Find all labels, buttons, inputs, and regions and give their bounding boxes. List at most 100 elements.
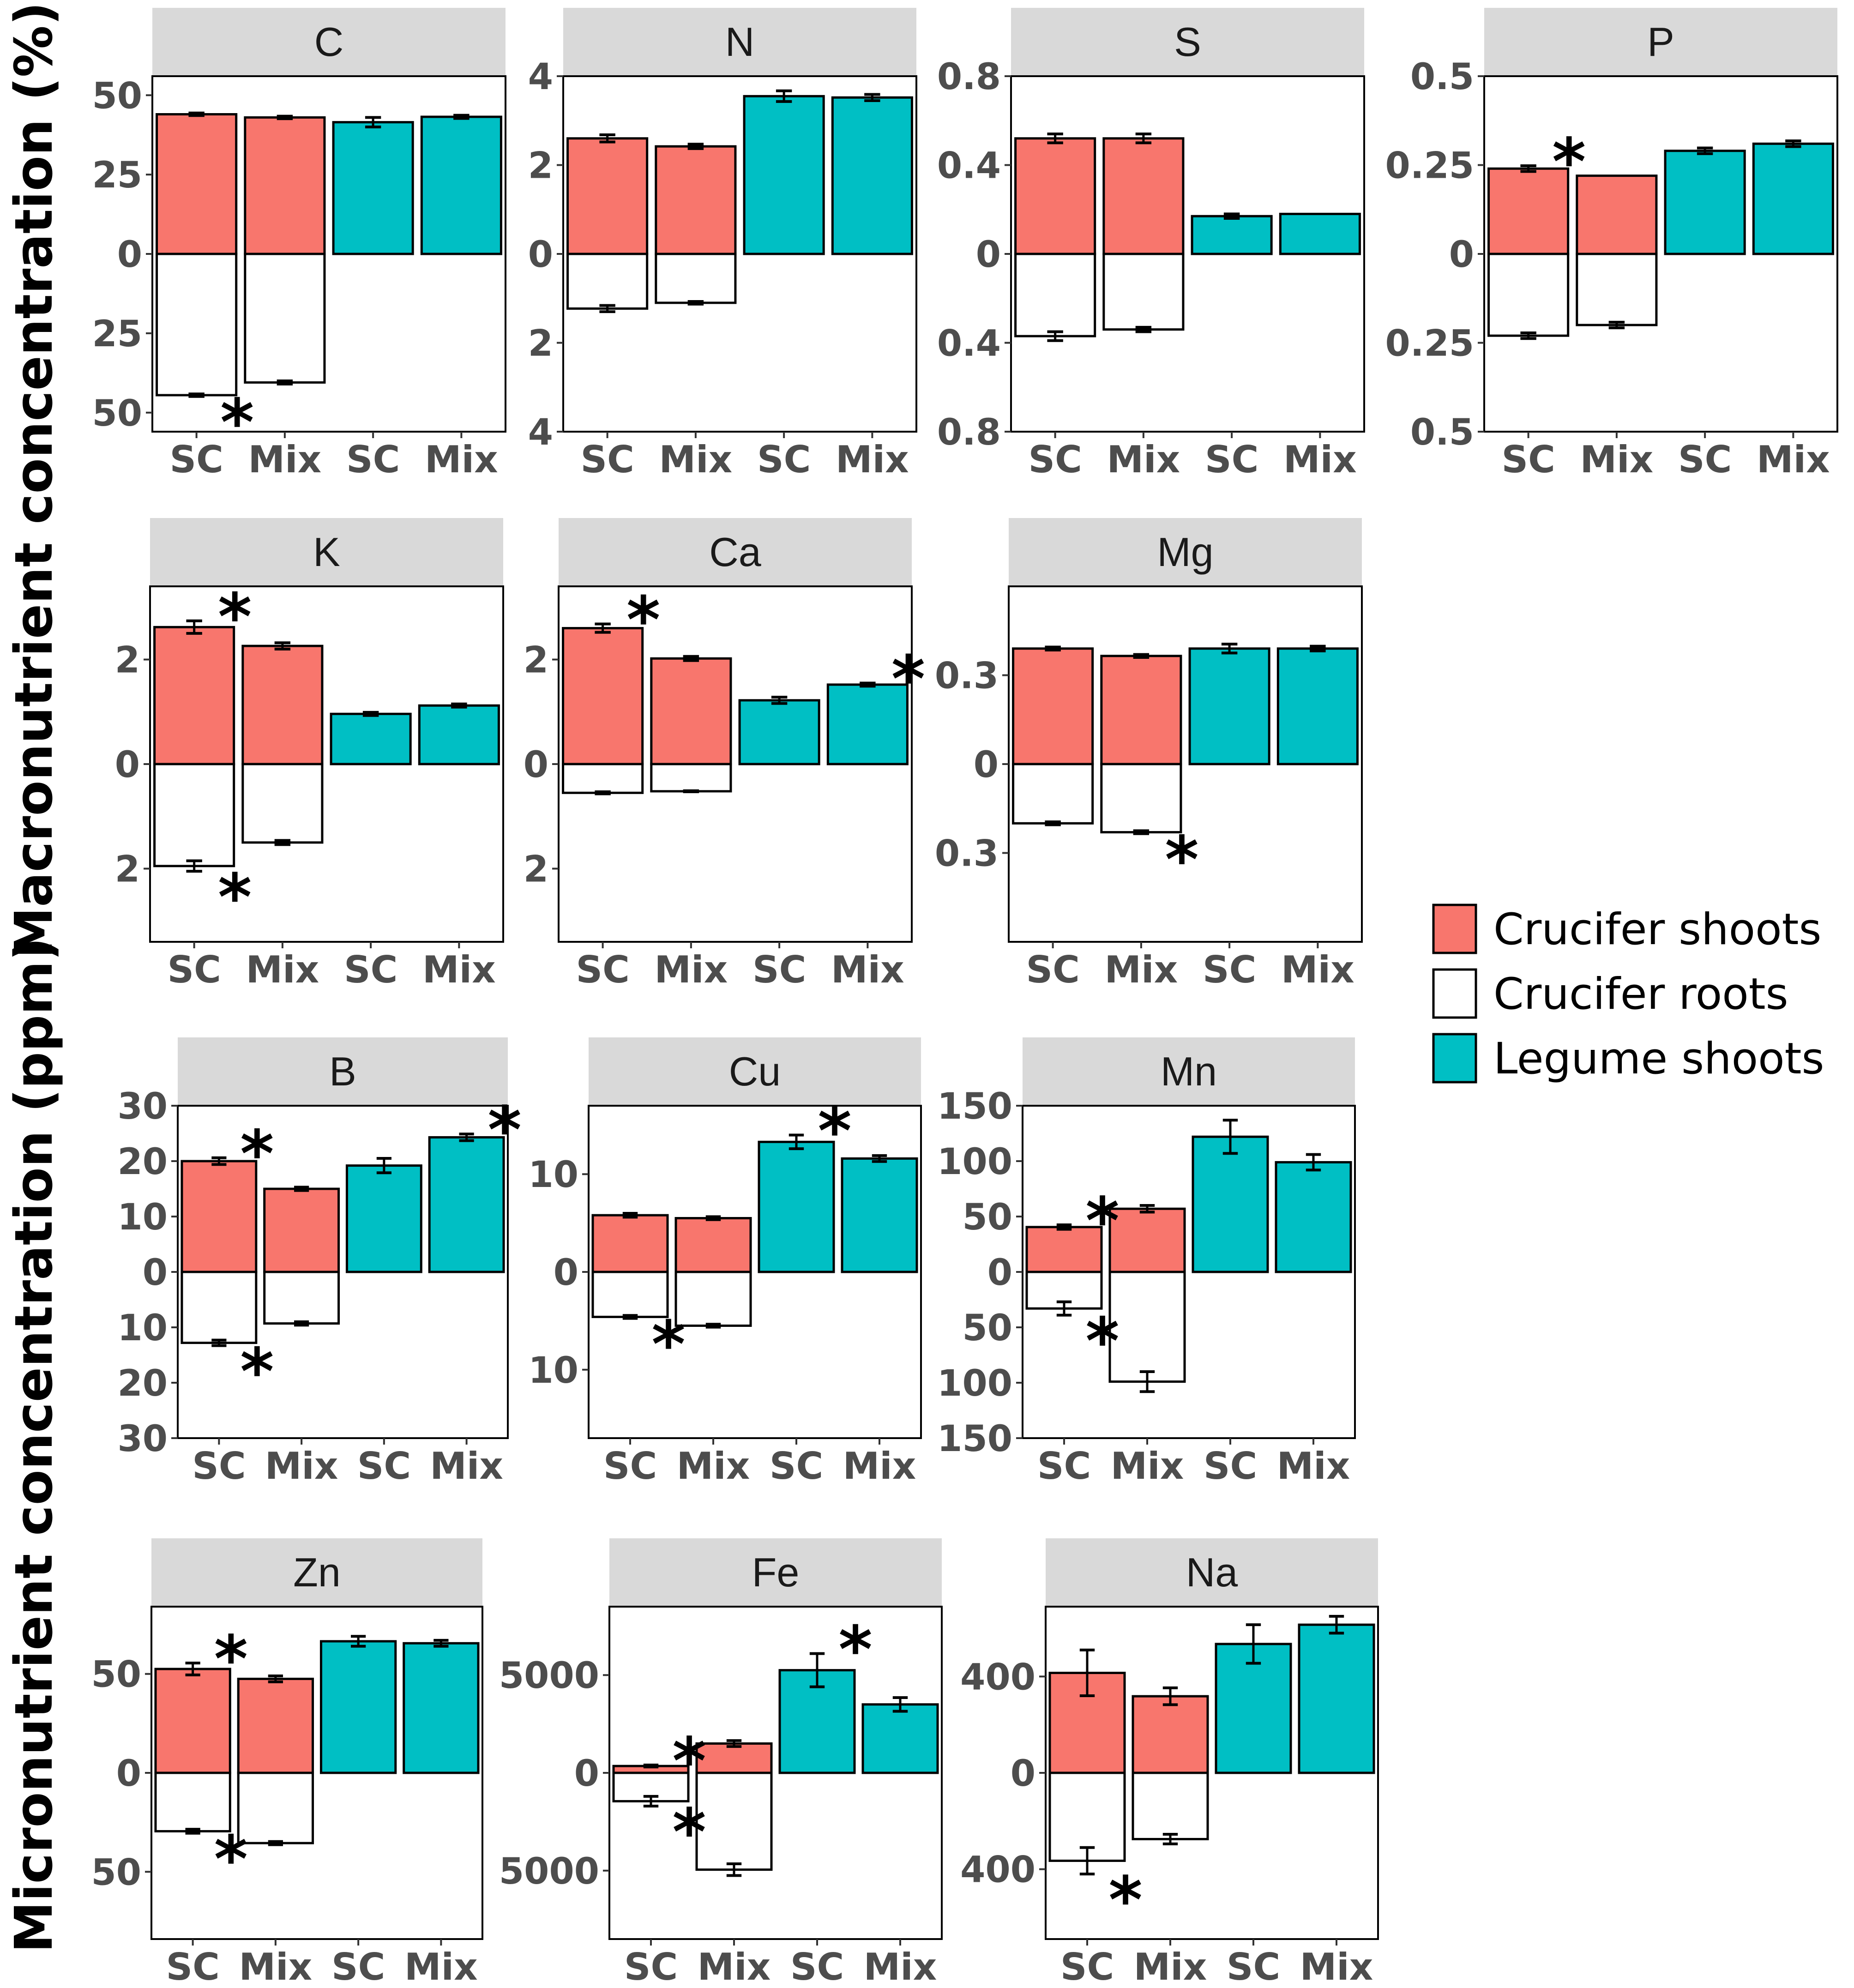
y-tick-label: 0 bbox=[115, 744, 140, 786]
legume-shoot-bar-mix bbox=[831, 96, 913, 255]
crucifer-root-bar-mix bbox=[1108, 1271, 1186, 1383]
y-axis-label-micro: Micronutrient concentration (ppm) bbox=[4, 937, 64, 1953]
significance-star: * bbox=[672, 1724, 706, 1799]
strip-title: Ca bbox=[709, 529, 761, 575]
y-tick-label: 25 bbox=[92, 155, 142, 196]
significance-star: * bbox=[240, 1117, 274, 1192]
crucifer-root-bar-sc bbox=[1487, 253, 1570, 337]
x-tick-label-mix: Mix bbox=[425, 438, 498, 481]
y-tick-label: 0.4 bbox=[937, 323, 1001, 365]
x-tick-label-sc: SC bbox=[752, 948, 806, 991]
y-tick-label: 100 bbox=[937, 1363, 1012, 1404]
legume-shoot-bar-sc bbox=[332, 121, 414, 255]
panel-C: C * 50 25 0 25 50 SC Mix SC Mix bbox=[92, 8, 506, 481]
legend-label-crucifer-shoots: Crucifer shoots bbox=[1493, 904, 1822, 955]
legume-shoot-bar-sc bbox=[1192, 1135, 1269, 1273]
x-tick-label-sc: SC bbox=[169, 438, 223, 481]
strip-title: Zn bbox=[293, 1549, 341, 1595]
x-tick-label-sc: SC bbox=[331, 1946, 385, 1988]
y-tick-label: 0.5 bbox=[1410, 56, 1474, 98]
x-tick-label-sc: SC bbox=[167, 948, 221, 991]
x-tick-label-sc: SC bbox=[357, 1445, 411, 1488]
significance-star: * bbox=[1085, 1304, 1119, 1380]
significance-star: * bbox=[488, 1093, 521, 1168]
crucifer-root-bar-mix bbox=[695, 1771, 773, 1871]
significance-star: * bbox=[891, 642, 925, 717]
x-tick-label-mix: Mix bbox=[422, 948, 496, 991]
crucifer-root-bar-mix bbox=[1100, 763, 1182, 834]
x-tick-label-mix: Mix bbox=[843, 1445, 916, 1488]
y-tick-label: 150 bbox=[937, 1418, 1012, 1460]
strip-title: Mg bbox=[1157, 529, 1213, 575]
x-tick-label-mix: Mix bbox=[864, 1946, 937, 1988]
x-tick-label-mix: Mix bbox=[1300, 1946, 1373, 1988]
x-tick-label-sc: SC bbox=[1204, 1445, 1257, 1488]
y-tick-label: 0.8 bbox=[937, 56, 1001, 98]
legume-shoot-bar-sc bbox=[743, 95, 825, 255]
legume-shoot-bar-mix bbox=[861, 1703, 939, 1774]
y-tick-label: 20 bbox=[117, 1363, 168, 1404]
crucifer-shoot-bar-mix bbox=[1576, 175, 1658, 255]
crucifer-shoot-bar-mix bbox=[674, 1217, 752, 1273]
x-tick-label-sc: SC bbox=[1028, 438, 1082, 481]
strip-title: Fe bbox=[752, 1549, 800, 1595]
x-tick-label-mix: Mix bbox=[430, 1445, 503, 1488]
legume-shoot-bar-mix bbox=[1298, 1623, 1375, 1774]
y-tick-label: 25 bbox=[92, 313, 142, 355]
y-tick-label: 0 bbox=[554, 1252, 578, 1294]
y-tick-label: 2 bbox=[115, 849, 140, 890]
crucifer-shoot-bar-mix bbox=[1100, 655, 1182, 765]
legume-shoot-bar-mix bbox=[1752, 142, 1834, 255]
x-tick-label-sc: SC bbox=[770, 1445, 823, 1488]
y-tick-label: 0.25 bbox=[1385, 145, 1474, 187]
significance-star: * bbox=[218, 580, 252, 655]
strip-title: Na bbox=[1186, 1549, 1238, 1595]
crucifer-root-bar-mix bbox=[650, 763, 732, 793]
significance-star: * bbox=[214, 1622, 248, 1697]
x-tick-label-mix: Mix bbox=[698, 1946, 771, 1988]
crucifer-root-bar-mix bbox=[1102, 253, 1185, 331]
panel-K: K * * 2 0 2 SC Mix SC Mix bbox=[115, 518, 504, 991]
crucifer-shoot-bar-sc bbox=[1014, 137, 1096, 255]
y-tick-label: 2 bbox=[524, 640, 548, 681]
strip-title: C bbox=[314, 19, 344, 65]
y-tick-label: 0 bbox=[117, 234, 142, 276]
x-tick-label-mix: Mix bbox=[265, 1445, 338, 1488]
x-tick-label-mix: Mix bbox=[1283, 438, 1357, 481]
crucifer-root-bar-mix bbox=[674, 1271, 752, 1327]
crucifer-shoot-bar-mix bbox=[695, 1742, 773, 1774]
y-tick-label: 20 bbox=[117, 1141, 168, 1183]
legume-shoot-bar-sc bbox=[1191, 215, 1273, 255]
legume-shoot-bar-sc bbox=[1188, 647, 1270, 765]
x-tick-label-sc: SC bbox=[1203, 948, 1256, 991]
y-tick-label: 0 bbox=[524, 744, 548, 786]
panel-S: S 0.8 0.4 0 0.4 0.8 SC Mix SC Mix bbox=[937, 8, 1365, 481]
crucifer-root-bar-sc bbox=[1012, 763, 1094, 825]
crucifer-root-bar-sc bbox=[562, 763, 644, 794]
y-tick-label: 0.3 bbox=[935, 833, 999, 875]
crucifer-shoot-bar-mix bbox=[1108, 1207, 1186, 1273]
panel-Zn: Zn * * 50 0 50 SC Mix SC Mix bbox=[91, 1538, 483, 1988]
y-axis-label-macro: Macronutrient concentration (%) bbox=[4, 2, 64, 958]
y-tick-label: 10 bbox=[528, 1350, 578, 1392]
strip-title: B bbox=[329, 1048, 356, 1094]
y-tick-label: 50 bbox=[92, 393, 142, 434]
x-tick-label-sc: SC bbox=[1037, 1445, 1091, 1488]
x-tick-label-mix: Mix bbox=[404, 1946, 478, 1988]
y-tick-label: 2 bbox=[528, 145, 553, 187]
x-tick-label-sc: SC bbox=[1501, 438, 1555, 481]
legend: Crucifer shoots Crucifer roots Legume sh… bbox=[1432, 904, 1824, 1084]
x-tick-label-mix: Mix bbox=[1580, 438, 1654, 481]
y-tick-label: 5000 bbox=[499, 1851, 599, 1892]
legume-shoot-bar-mix bbox=[826, 683, 909, 765]
significance-star: * bbox=[838, 1613, 872, 1688]
y-tick-label: 10 bbox=[117, 1307, 168, 1349]
x-tick-label-mix: Mix bbox=[831, 948, 904, 991]
y-tick-label: 100 bbox=[937, 1141, 1012, 1183]
legume-shoot-bar-mix bbox=[418, 704, 500, 765]
panel-Ca: Ca * * 2 0 2 SC Mix SC Mix bbox=[524, 518, 925, 991]
y-tick-label: 0 bbox=[987, 1252, 1012, 1294]
strip-background bbox=[151, 1538, 482, 1607]
